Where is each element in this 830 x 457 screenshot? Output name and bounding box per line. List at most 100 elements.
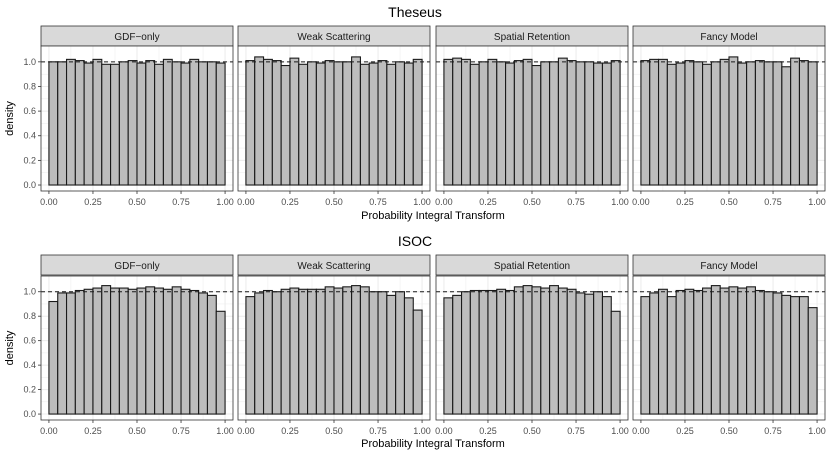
histogram-bar bbox=[395, 291, 406, 415]
histogram-bar bbox=[324, 286, 335, 415]
histogram-bar bbox=[189, 289, 200, 415]
y-tick-label: 0.8 bbox=[23, 311, 36, 321]
histogram-bar bbox=[198, 292, 209, 415]
histogram-bar bbox=[280, 288, 291, 415]
panel-group-theseus: Theseus GDF−only 0.00 0.25 0.50 0.75 1.00 0.0 0.… bbox=[4, 4, 826, 222]
histogram-bar bbox=[657, 288, 668, 415]
x-tick-label: 0.50 bbox=[128, 197, 146, 207]
y-tick-label: 0.6 bbox=[23, 336, 36, 346]
histogram-bar bbox=[460, 291, 471, 415]
histogram-bar bbox=[162, 288, 173, 415]
facet-panel: Fancy Model 0.00 0.25 0.50 0.75 1.00 bbox=[632, 25, 826, 207]
histogram-bar bbox=[377, 60, 388, 186]
histogram-bar bbox=[145, 286, 156, 415]
histogram-bar bbox=[460, 58, 471, 186]
histogram-bar bbox=[101, 63, 112, 186]
histogram-bar bbox=[772, 292, 783, 415]
y-tick-label: 0.2 bbox=[23, 155, 36, 165]
x-tick-label: 0.25 bbox=[676, 426, 694, 436]
histogram-bar bbox=[57, 61, 68, 186]
y-tick-label: 0.4 bbox=[23, 131, 36, 141]
x-tick-label: 0.25 bbox=[84, 197, 102, 207]
y-tick-label: 0.6 bbox=[23, 106, 36, 116]
histogram-bar bbox=[790, 57, 801, 186]
histogram-bar bbox=[101, 285, 112, 415]
histogram-bar bbox=[110, 63, 120, 186]
histogram-bar bbox=[386, 294, 397, 415]
x-tick-label: 0.50 bbox=[720, 426, 738, 436]
histogram-bar bbox=[746, 286, 756, 415]
facet-panel: Fancy Model 0.00 0.25 0.50 0.75 1.00 bbox=[632, 254, 826, 436]
histogram-bar bbox=[443, 58, 454, 186]
histogram-bar bbox=[557, 287, 568, 415]
histogram-bar bbox=[675, 289, 686, 415]
histogram-bar bbox=[315, 62, 326, 186]
histogram-bar bbox=[666, 296, 677, 415]
histogram-bar bbox=[110, 287, 120, 415]
histogram-bar bbox=[728, 56, 739, 186]
histogram-bar bbox=[513, 286, 524, 415]
facet-panel: Weak Scattering 0.00 0.25 0.50 0.75 1.00 bbox=[237, 254, 431, 436]
histogram-bar bbox=[657, 58, 668, 186]
y-tick-label: 0.4 bbox=[23, 360, 36, 370]
histogram-bar bbox=[702, 63, 712, 186]
facet-label: Spatial Retention bbox=[494, 32, 570, 43]
histogram-bar bbox=[154, 63, 164, 186]
histogram-bar bbox=[790, 296, 801, 415]
x-tick-label: 0.50 bbox=[720, 197, 738, 207]
x-tick-label: 1.00 bbox=[611, 426, 629, 436]
histogram-bar bbox=[487, 58, 498, 186]
histogram-bar bbox=[271, 291, 282, 415]
histogram-bar bbox=[118, 61, 129, 186]
facet-label: GDF−only bbox=[114, 261, 159, 272]
y-axis-label: density bbox=[4, 330, 16, 365]
histogram-bar bbox=[531, 286, 542, 415]
histogram-bar bbox=[127, 60, 138, 186]
y-tick-label: 0.8 bbox=[23, 81, 36, 91]
facet-label: Spatial Retention bbox=[494, 261, 570, 272]
histogram-bar bbox=[171, 286, 182, 415]
histogram-bar bbox=[781, 66, 792, 186]
x-tick-label: 0.00 bbox=[632, 426, 650, 436]
histogram-bar bbox=[403, 297, 414, 415]
facet-panel: GDF−only 0.00 0.25 0.50 0.75 1.00 0.0 0.2 0.4 0.6… bbox=[23, 25, 234, 207]
histogram-bar bbox=[649, 58, 660, 186]
histogram-bar bbox=[513, 60, 524, 186]
histogram-bar bbox=[136, 287, 147, 415]
histogram-bar bbox=[505, 289, 515, 415]
histogram-bar bbox=[162, 58, 173, 186]
facet-strip bbox=[237, 254, 431, 276]
histogram-bar bbox=[719, 58, 730, 186]
x-tick-label: 1.00 bbox=[216, 426, 234, 436]
facet-panel: Spatial Retention 0.00 0.25 0.50 0.75 1.00 bbox=[435, 254, 629, 436]
histogram-bar bbox=[601, 296, 612, 415]
histogram-bar bbox=[198, 61, 209, 186]
histogram-bar bbox=[215, 310, 226, 415]
x-tick-label: 0.25 bbox=[479, 426, 497, 436]
histogram-bar bbox=[478, 289, 489, 415]
histogram-bar bbox=[245, 60, 256, 186]
histogram-bar bbox=[333, 287, 344, 415]
histogram-bar bbox=[92, 58, 103, 186]
histogram-bar bbox=[452, 294, 463, 415]
y-tick-label: 1.0 bbox=[23, 57, 36, 67]
histogram-bar bbox=[549, 61, 559, 186]
histogram-bar bbox=[289, 287, 300, 415]
y-tick-label: 0.0 bbox=[23, 409, 36, 419]
group-title: Theseus bbox=[388, 4, 442, 20]
histogram-bar bbox=[496, 288, 507, 415]
facet-strip bbox=[632, 254, 826, 276]
x-axis-label: Probability Integral Transform bbox=[361, 210, 505, 222]
histogram-bar bbox=[254, 292, 265, 415]
x-tick-label: 0.75 bbox=[567, 197, 585, 207]
x-axis-label: Probability Integral Transform bbox=[361, 438, 505, 450]
histogram-bar bbox=[710, 61, 721, 186]
facet-strip bbox=[40, 254, 234, 276]
facet-label: GDF−only bbox=[114, 32, 159, 43]
histogram-bar bbox=[807, 307, 818, 415]
histogram-bar bbox=[693, 61, 704, 186]
histogram-bar bbox=[798, 296, 809, 415]
x-tick-label: 0.00 bbox=[40, 197, 58, 207]
histogram-bar bbox=[245, 296, 256, 415]
histogram-bar bbox=[386, 63, 397, 186]
